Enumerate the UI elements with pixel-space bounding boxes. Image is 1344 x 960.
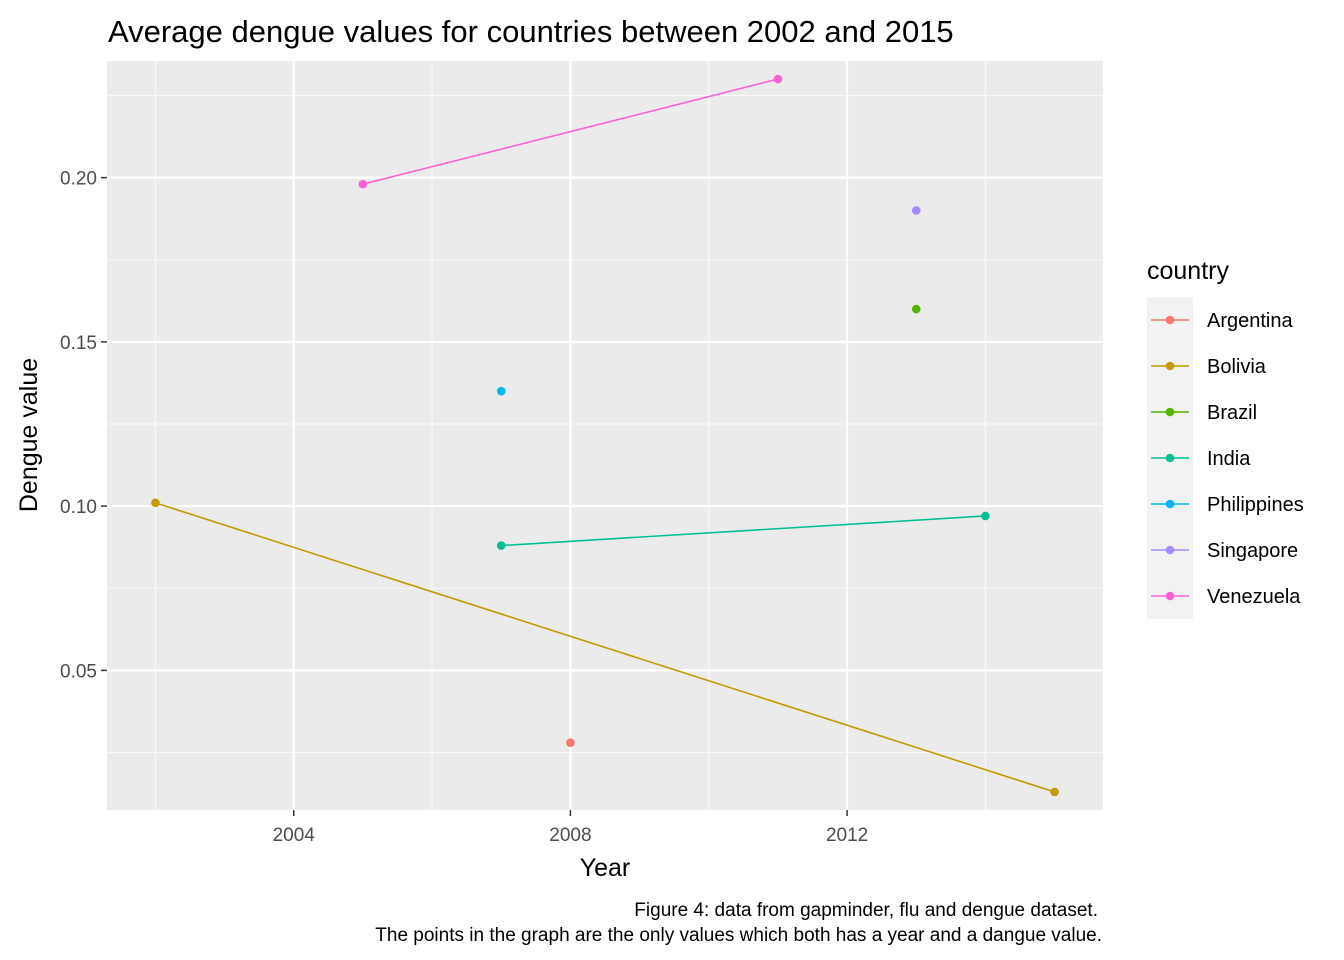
data-point-bolivia [151,498,160,508]
series-lines [155,78,1055,793]
x-tick-label: 2004 [273,825,316,846]
data-point-singapore [911,206,921,215]
legend-label-philippines: Philippines [1207,494,1304,516]
data-point-venezuela [773,74,783,84]
caption-line-1: Figure 4: data from gapminder, flu and d… [634,900,1098,921]
data-point-bolivia [1050,787,1059,797]
x-tick-label: 2012 [826,825,868,846]
chart-title: Average dengue values for countries betw… [108,14,954,49]
data-point-brazil [911,304,921,314]
y-axis-title: Dengue value [15,358,43,512]
data-point-venezuela [358,179,368,189]
series-line-bolivia [155,502,1055,793]
x-axis-ticks: 2004 2008 2012 [273,810,868,846]
grid-major [107,61,1103,810]
legend-key-point-bolivia [1165,361,1175,371]
legend-key-point-singapore [1165,545,1175,555]
legend-key-point-argentina [1165,315,1175,325]
legend-key-point-brazil [1165,407,1175,417]
y-tick-label: 0.15 [60,333,97,354]
data-point-india [496,541,506,550]
caption-line-2: The points in the graph are the only val… [375,925,1102,946]
plot-panel [107,61,1103,810]
series-line-india [501,515,986,547]
series-points [151,74,1059,797]
y-axis-ticks: 0.05 0.10 0.15 0.20 [60,169,107,682]
data-point-argentina [566,738,575,747]
y-tick-label: 0.05 [60,661,97,682]
y-tick-label: 0.20 [60,169,97,190]
legend-label-argentina: Argentina [1207,310,1293,332]
legend: country Argentina Bolivia Brazil India Phili… [1147,257,1304,619]
x-tick-label: 2008 [549,825,591,846]
legend-label-bolivia: Bolivia [1207,356,1267,378]
y-tick-label: 0.10 [60,497,97,518]
data-point-india [981,511,990,521]
legend-label-venezuela: Venezuela [1207,586,1301,608]
grid-minor [107,61,1103,810]
series-line-venezuela [362,78,779,185]
legend-label-singapore: Singapore [1207,540,1298,562]
data-point-philippines [496,386,506,396]
x-axis-title: Year [580,854,631,882]
legend-label-india: India [1207,448,1251,470]
legend-key-point-venezuela [1165,591,1175,601]
legend-key-point-philippines [1165,499,1175,509]
legend-key-point-india [1165,453,1175,463]
legend-title: country [1147,257,1229,285]
legend-label-brazil: Brazil [1207,402,1257,424]
